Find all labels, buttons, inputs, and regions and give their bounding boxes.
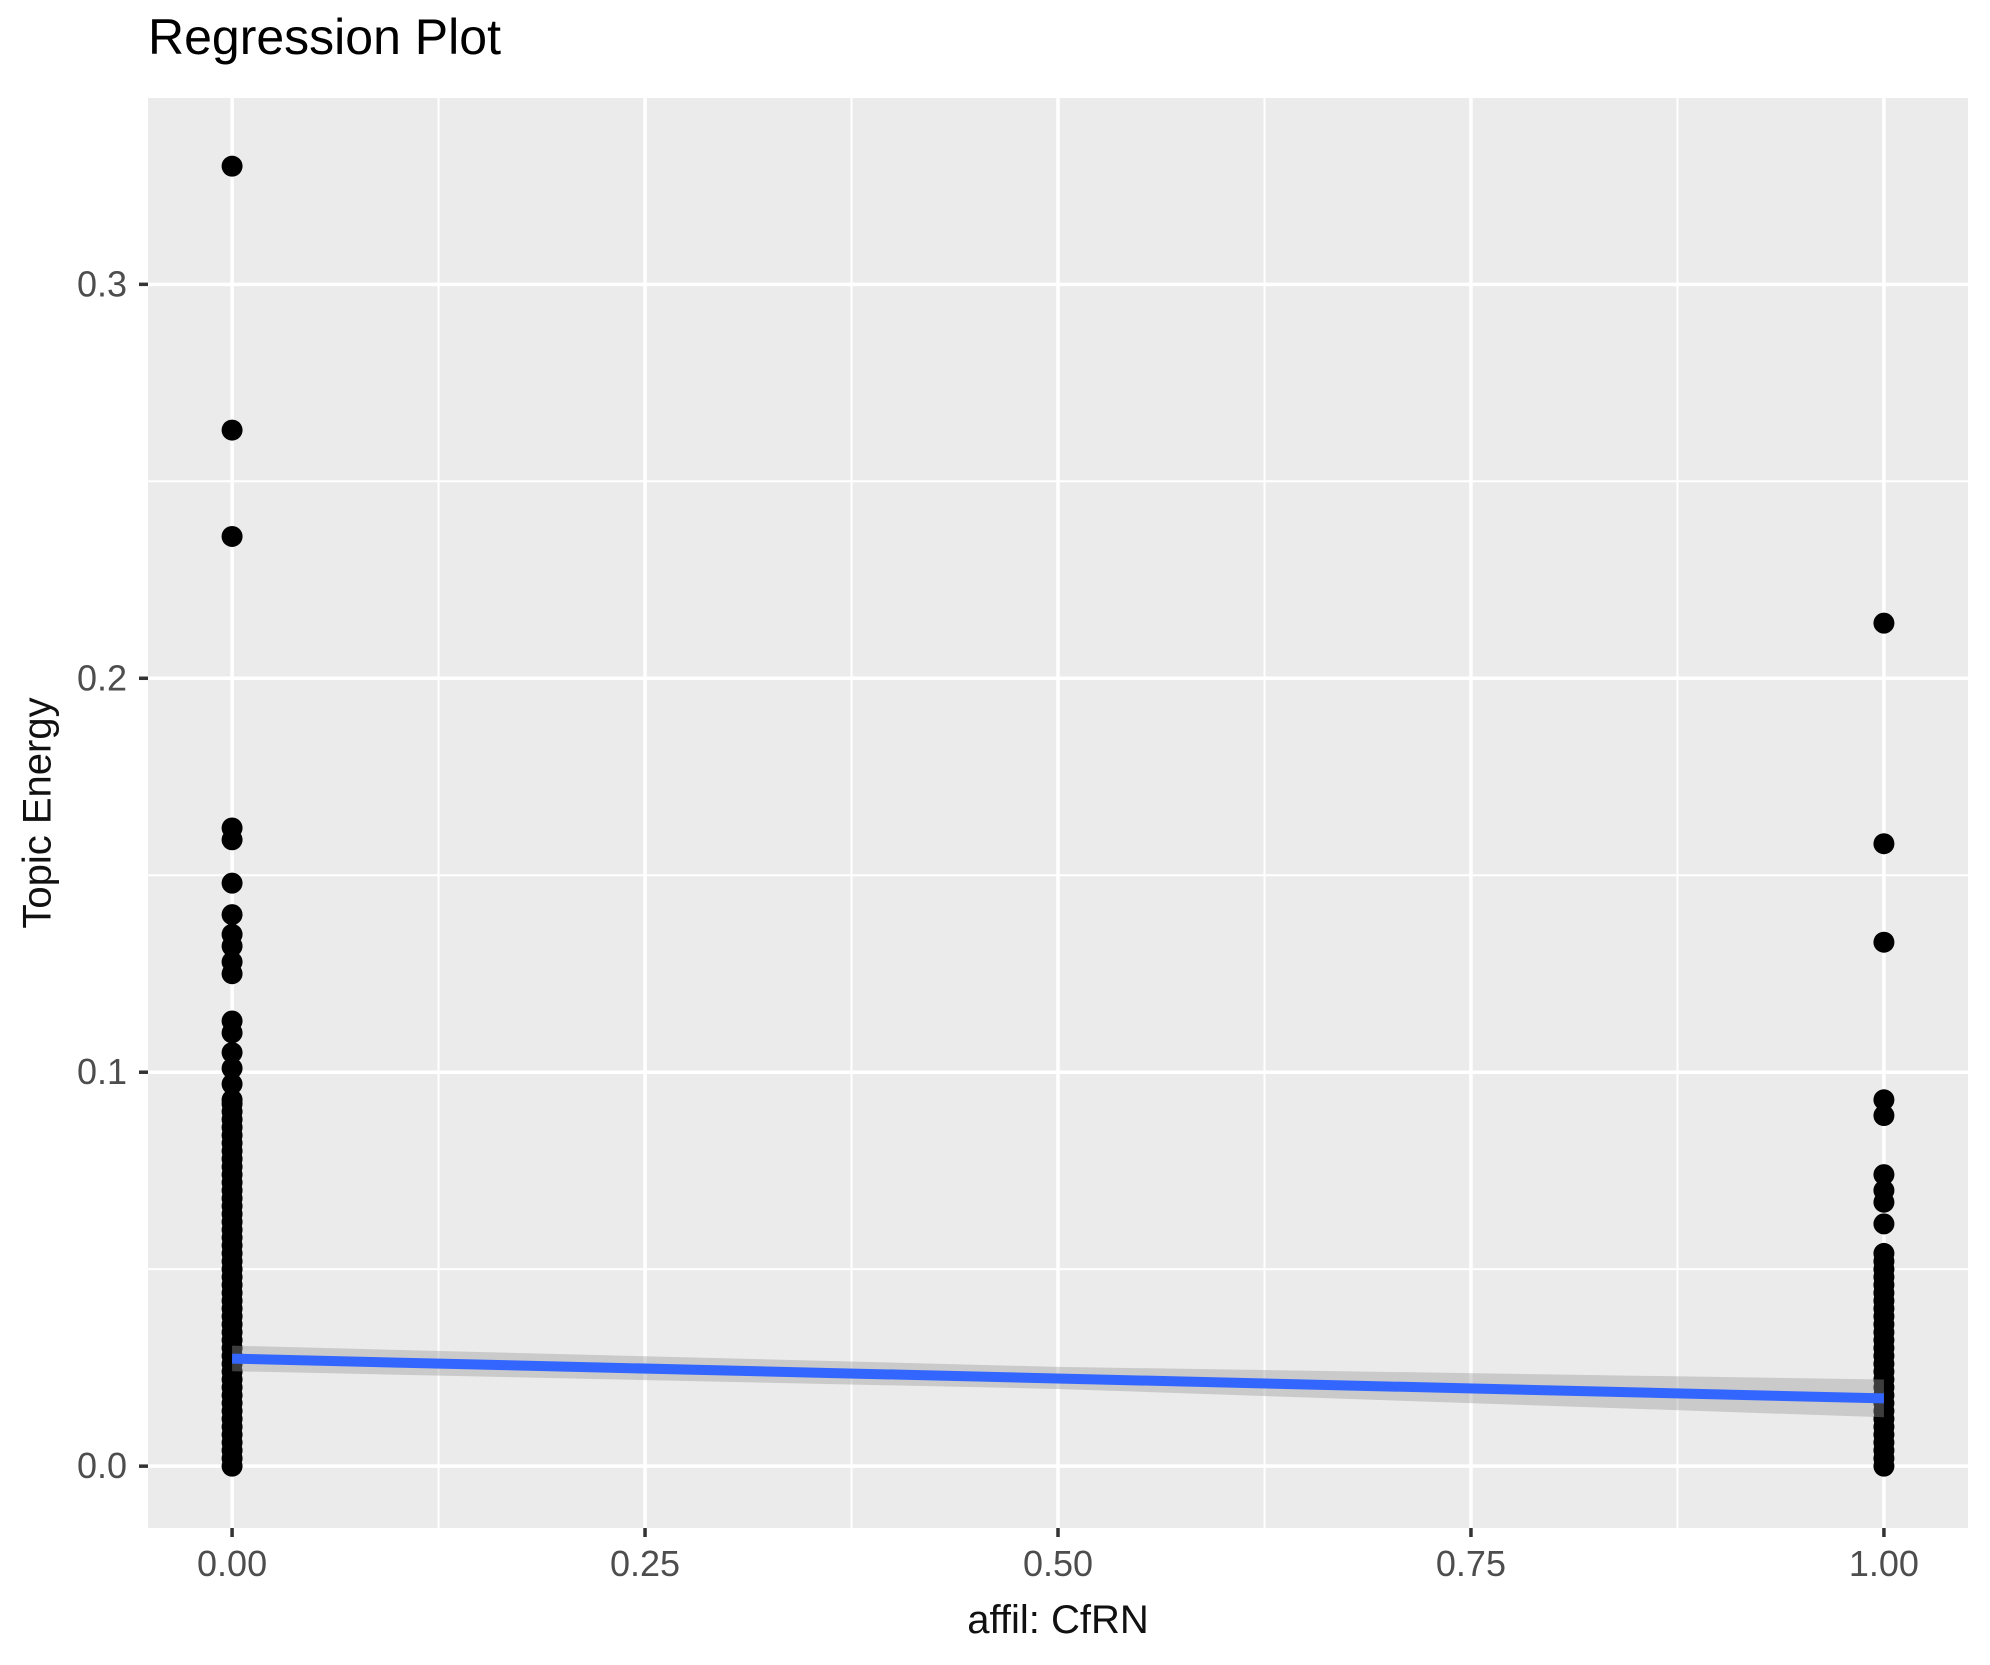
data-point bbox=[221, 419, 243, 441]
y-tick-label: 0.3 bbox=[77, 263, 127, 304]
regression-line bbox=[231, 1353, 1885, 1404]
data-point bbox=[221, 1089, 243, 1111]
data-point bbox=[221, 1042, 243, 1064]
data-point bbox=[1873, 1164, 1895, 1186]
plot-title: Regression Plot bbox=[148, 9, 501, 65]
x-tick-label: 0.50 bbox=[1023, 1543, 1093, 1584]
y-tick-label: 0.1 bbox=[77, 1051, 127, 1092]
data-point bbox=[1873, 1105, 1895, 1127]
y-tick-label: 0.0 bbox=[77, 1445, 127, 1486]
data-point bbox=[221, 904, 243, 926]
data-point bbox=[1873, 1242, 1895, 1264]
data-point bbox=[1873, 833, 1895, 855]
regression-line-segment bbox=[231, 1353, 1885, 1404]
x-tick-label: 0.25 bbox=[610, 1543, 680, 1584]
data-point bbox=[221, 923, 243, 945]
data-point bbox=[221, 525, 243, 547]
y-axis-title: Topic Energy bbox=[15, 697, 60, 929]
x-axis-title: affil: CfRN bbox=[967, 1598, 1149, 1642]
data-point bbox=[221, 155, 243, 177]
data-point bbox=[1873, 1213, 1895, 1235]
data-point bbox=[221, 1073, 243, 1095]
data-point bbox=[221, 872, 243, 894]
data-point bbox=[221, 1010, 243, 1032]
data-point bbox=[1873, 931, 1895, 953]
axis-tick-marks bbox=[139, 282, 1886, 1537]
data-point bbox=[221, 951, 243, 973]
x-tick-label: 0.00 bbox=[197, 1543, 267, 1584]
x-tick-label: 1.00 bbox=[1849, 1543, 1919, 1584]
grid-major-lines bbox=[148, 98, 1968, 1528]
data-point bbox=[1873, 1179, 1895, 1201]
data-point bbox=[221, 1057, 243, 1079]
data-point bbox=[1873, 1089, 1895, 1111]
data-point bbox=[221, 817, 243, 839]
y-tick-label: 0.2 bbox=[77, 657, 127, 698]
data-point bbox=[1873, 612, 1895, 634]
x-tick-label: 0.75 bbox=[1436, 1543, 1506, 1584]
axis-tick-labels: 0.00 0.25 0.50 0.75 1.00 0.0 0.1 0.2 0.3 bbox=[77, 263, 1919, 1584]
